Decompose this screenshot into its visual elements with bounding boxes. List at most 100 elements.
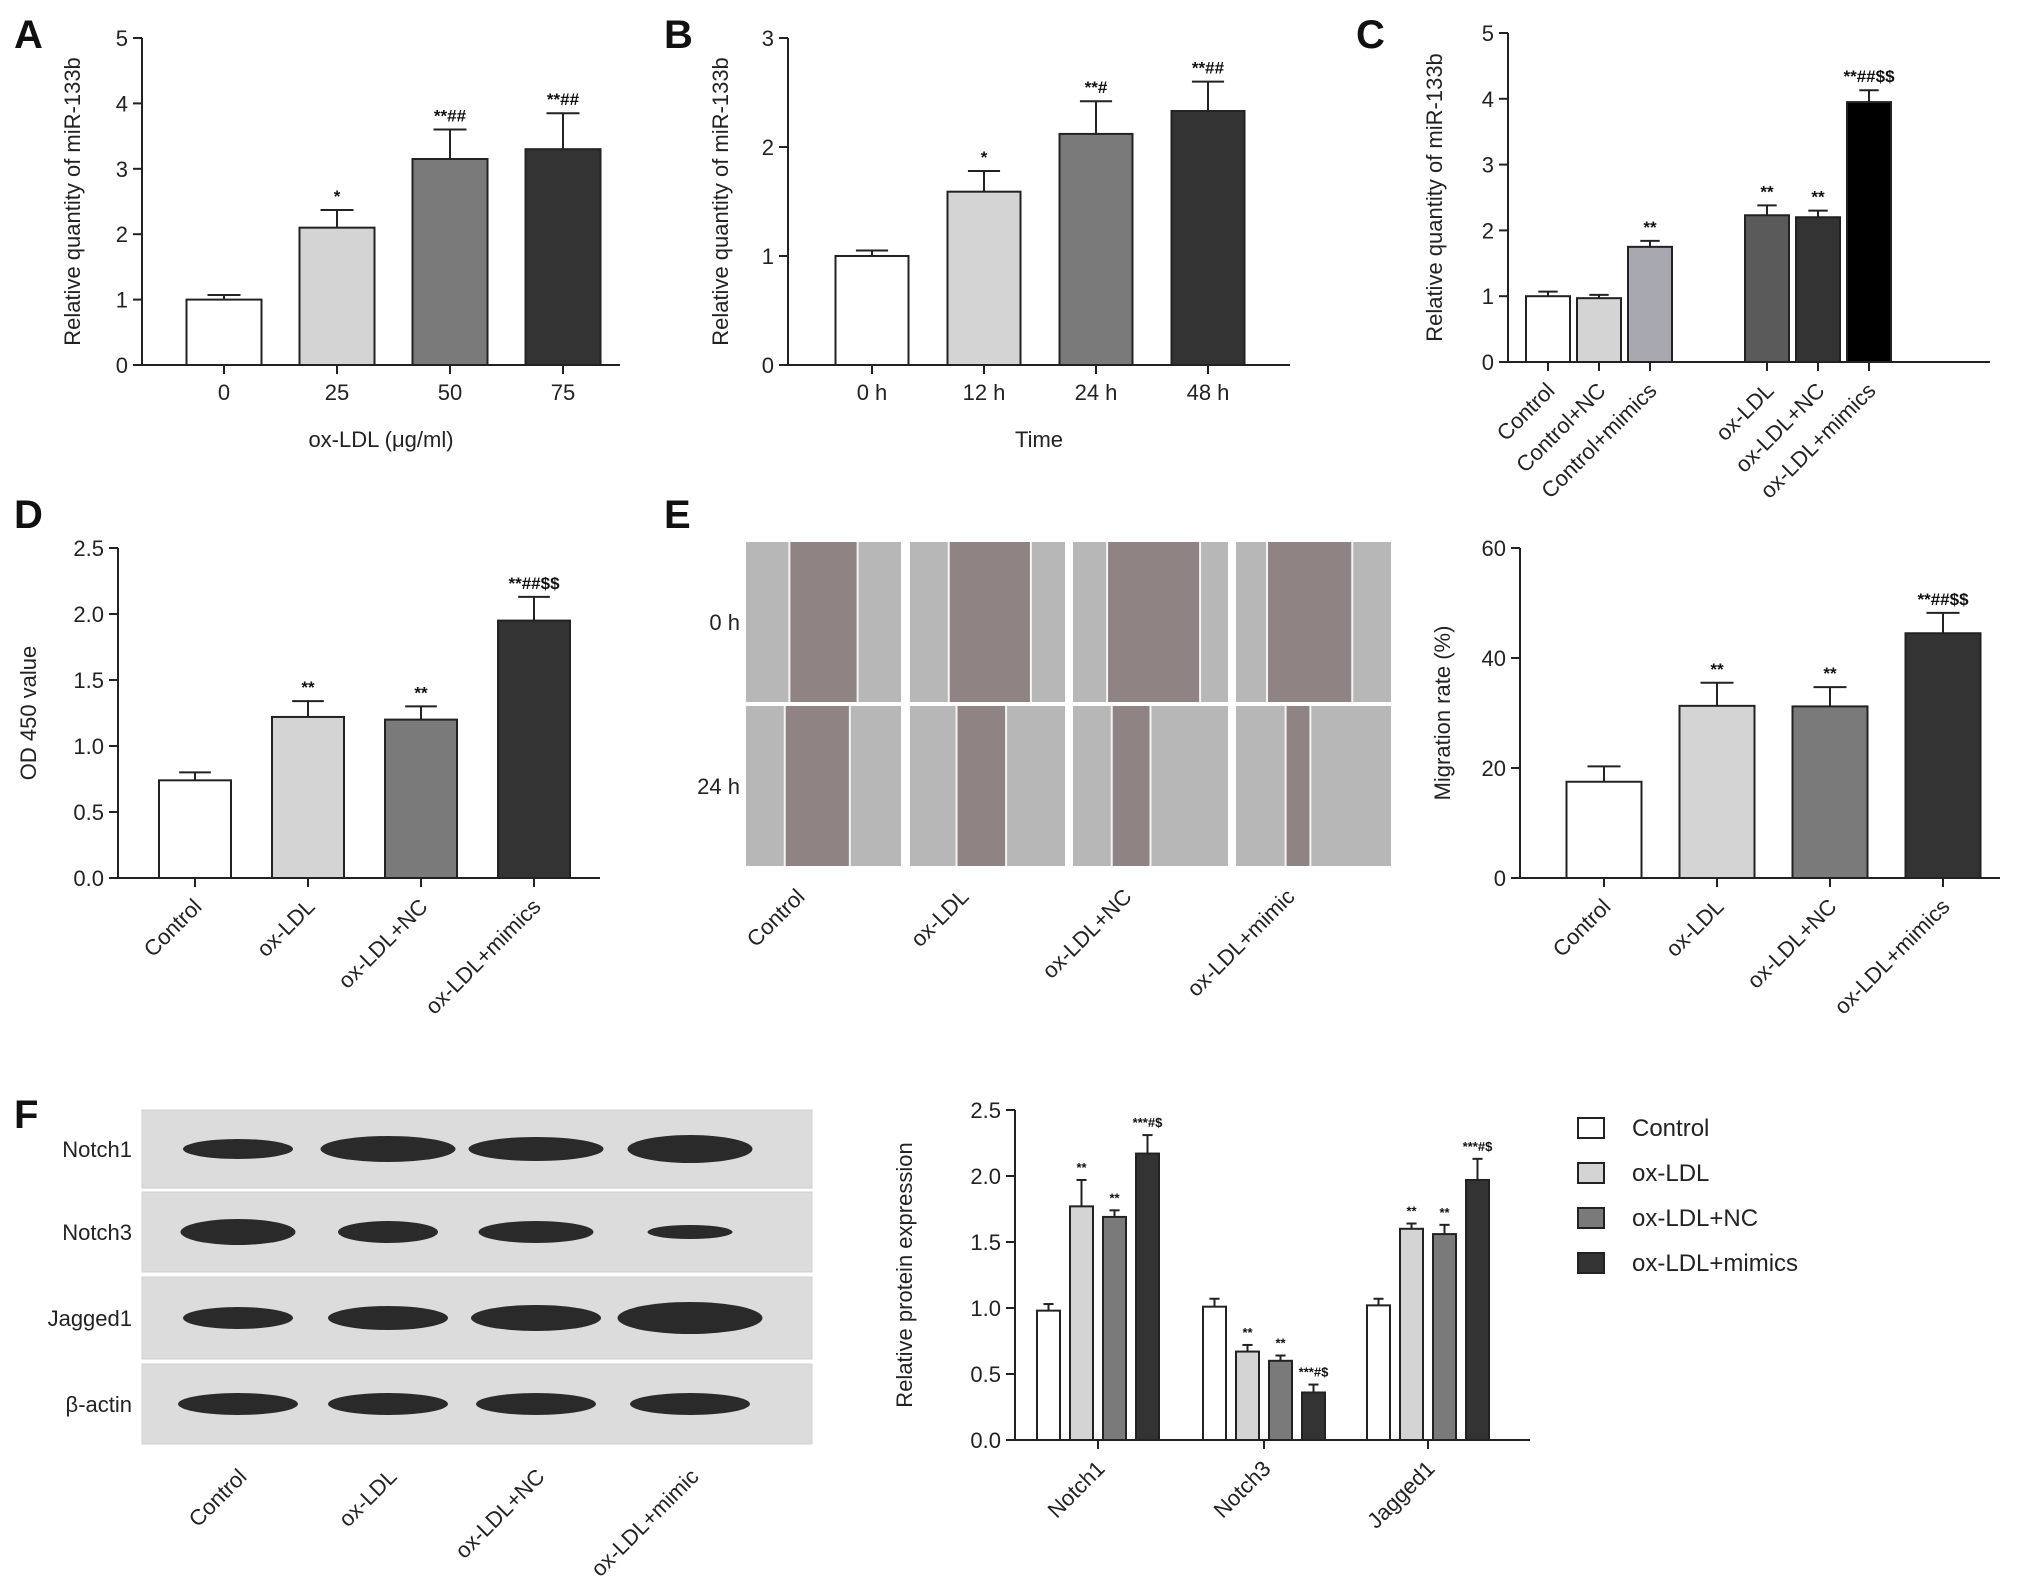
y-tick-label: 0 <box>762 353 774 378</box>
bar <box>411 157 489 366</box>
chart-b: 0 1 2 3 Relative quantity of miR-133b B 0 h * 12… <box>664 13 1290 452</box>
y-tick-label: 2.5 <box>73 536 104 561</box>
y-tick-label: 3 <box>116 157 128 182</box>
blot-band <box>183 1307 293 1329</box>
panel-label-d: D <box>14 493 43 537</box>
y-axis-title: Relative protein expression <box>892 1142 917 1407</box>
significance-label: * <box>334 187 341 206</box>
blot-band <box>180 1219 296 1245</box>
bar <box>1744 214 1790 363</box>
bar <box>1846 101 1892 363</box>
blot-band <box>476 1393 596 1415</box>
x-tick-label: ox-LDL+NC <box>333 894 432 993</box>
bar <box>1069 1205 1094 1441</box>
x-tick-label: 0 h <box>857 380 888 405</box>
bar <box>1525 295 1571 364</box>
y-tick-label: 1.0 <box>970 1296 1001 1321</box>
panel-label-e: E <box>664 493 691 537</box>
significance-label: ** <box>1823 664 1837 683</box>
y-tick-label: 3 <box>762 26 774 51</box>
bar <box>834 255 910 366</box>
bar <box>1170 110 1246 366</box>
panel-label-a: A <box>14 13 43 57</box>
row-label: 0 h <box>709 610 740 635</box>
x-tick-label: ox-LDL+NC <box>1742 894 1841 993</box>
y-tick-label: 2 <box>116 222 128 247</box>
bar <box>1576 297 1622 364</box>
blot-band <box>338 1221 438 1243</box>
y-tick-label: 4 <box>1482 87 1494 112</box>
x-tick-label: Notch1 <box>1043 1456 1110 1523</box>
significance-label: **# <box>1085 78 1108 97</box>
x-tick-label: ox-LDL <box>252 894 320 962</box>
bar <box>185 298 263 367</box>
bar <box>1202 1305 1227 1442</box>
y-tick-label: 0 <box>116 353 128 378</box>
y-tick-label: 1 <box>116 288 128 313</box>
blot-band <box>320 1136 456 1162</box>
x-tick-label: Control <box>1548 894 1616 962</box>
chart-d: 0.0 0.5 1.0 1.5 2.0 2.5 OD 450 value D Control **… <box>14 493 600 1019</box>
bar <box>1627 245 1673 364</box>
x-tick-label: Notch3 <box>1209 1456 1276 1523</box>
wound-gap <box>1267 542 1353 702</box>
significance-label: ***#$ <box>1299 1365 1329 1380</box>
x-tick-label: 12 h <box>963 380 1006 405</box>
blot-band <box>627 1135 753 1163</box>
panel-label-f: F <box>14 1093 38 1137</box>
significance-label: ** <box>301 678 315 697</box>
significance-label: ** <box>1710 660 1724 679</box>
bar <box>1795 216 1841 363</box>
significance-label: **## <box>434 107 467 126</box>
bar <box>524 148 602 366</box>
legend-swatch <box>1577 1162 1605 1184</box>
y-tick-label: 1.5 <box>970 1230 1001 1255</box>
significance-label: ** <box>1406 1204 1417 1219</box>
significance-label: ** <box>1275 1336 1286 1351</box>
y-tick-label: 40 <box>1482 646 1506 671</box>
significance-label: ** <box>1076 1160 1087 1175</box>
legend: Control ox-LDL ox-LDL+NC ox-LDL+mimics <box>1577 1115 1798 1277</box>
significance-label: **##$$ <box>1843 67 1895 86</box>
y-tick-label: 1.0 <box>73 734 104 759</box>
wound-gap <box>789 542 858 702</box>
bar <box>1268 1359 1293 1442</box>
y-tick-label: 0 <box>1482 350 1494 375</box>
y-tick-label: 2 <box>1482 218 1494 243</box>
blot-band <box>328 1393 448 1415</box>
y-tick-label: 2.5 <box>970 1098 1001 1123</box>
y-tick-label: 2.0 <box>970 1164 1001 1189</box>
wound-image <box>1236 706 1391 866</box>
y-tick-label: 5 <box>116 26 128 51</box>
blot-band <box>478 1221 594 1243</box>
y-tick-label: 2 <box>762 135 774 160</box>
panel-label-c: C <box>1356 13 1385 57</box>
western-blot: F Notch1 Notch3 Jagged1 β-actin Control ox-LDL… <box>14 1093 813 1581</box>
wound-gap <box>956 706 1007 866</box>
bar <box>1036 1309 1061 1442</box>
y-tick-label: 0.5 <box>73 800 104 825</box>
bar <box>1465 1178 1490 1441</box>
y-tick-label: 0 <box>1494 866 1506 891</box>
significance-label: ** <box>1643 218 1657 237</box>
blot-row-label: Notch1 <box>62 1137 132 1162</box>
bar <box>497 619 571 879</box>
x-tick-label: 0 <box>218 380 230 405</box>
y-tick-label: 2.0 <box>73 602 104 627</box>
y-axis-title: Migration rate (%) <box>1430 626 1455 801</box>
legend-label: ox-LDL <box>1632 1160 1709 1187</box>
wound-healing-images: E 0 h 24 h Control ox-LDL ox-LDL+NC ox-LDL+mim… <box>664 493 1391 1001</box>
bar <box>1135 1152 1160 1442</box>
x-tick-label: 75 <box>551 380 575 405</box>
significance-label: **## <box>547 90 580 109</box>
wound-gap <box>948 542 1031 702</box>
significance-label: **## <box>1192 59 1225 78</box>
significance-label: ***#$ <box>1463 1139 1493 1154</box>
significance-label: ***#$ <box>1133 1115 1163 1130</box>
wound-gap <box>1285 706 1311 866</box>
bar <box>1102 1215 1127 1442</box>
blot-band <box>178 1393 298 1415</box>
blot-column-label: ox-LDL+NC <box>450 1464 549 1563</box>
